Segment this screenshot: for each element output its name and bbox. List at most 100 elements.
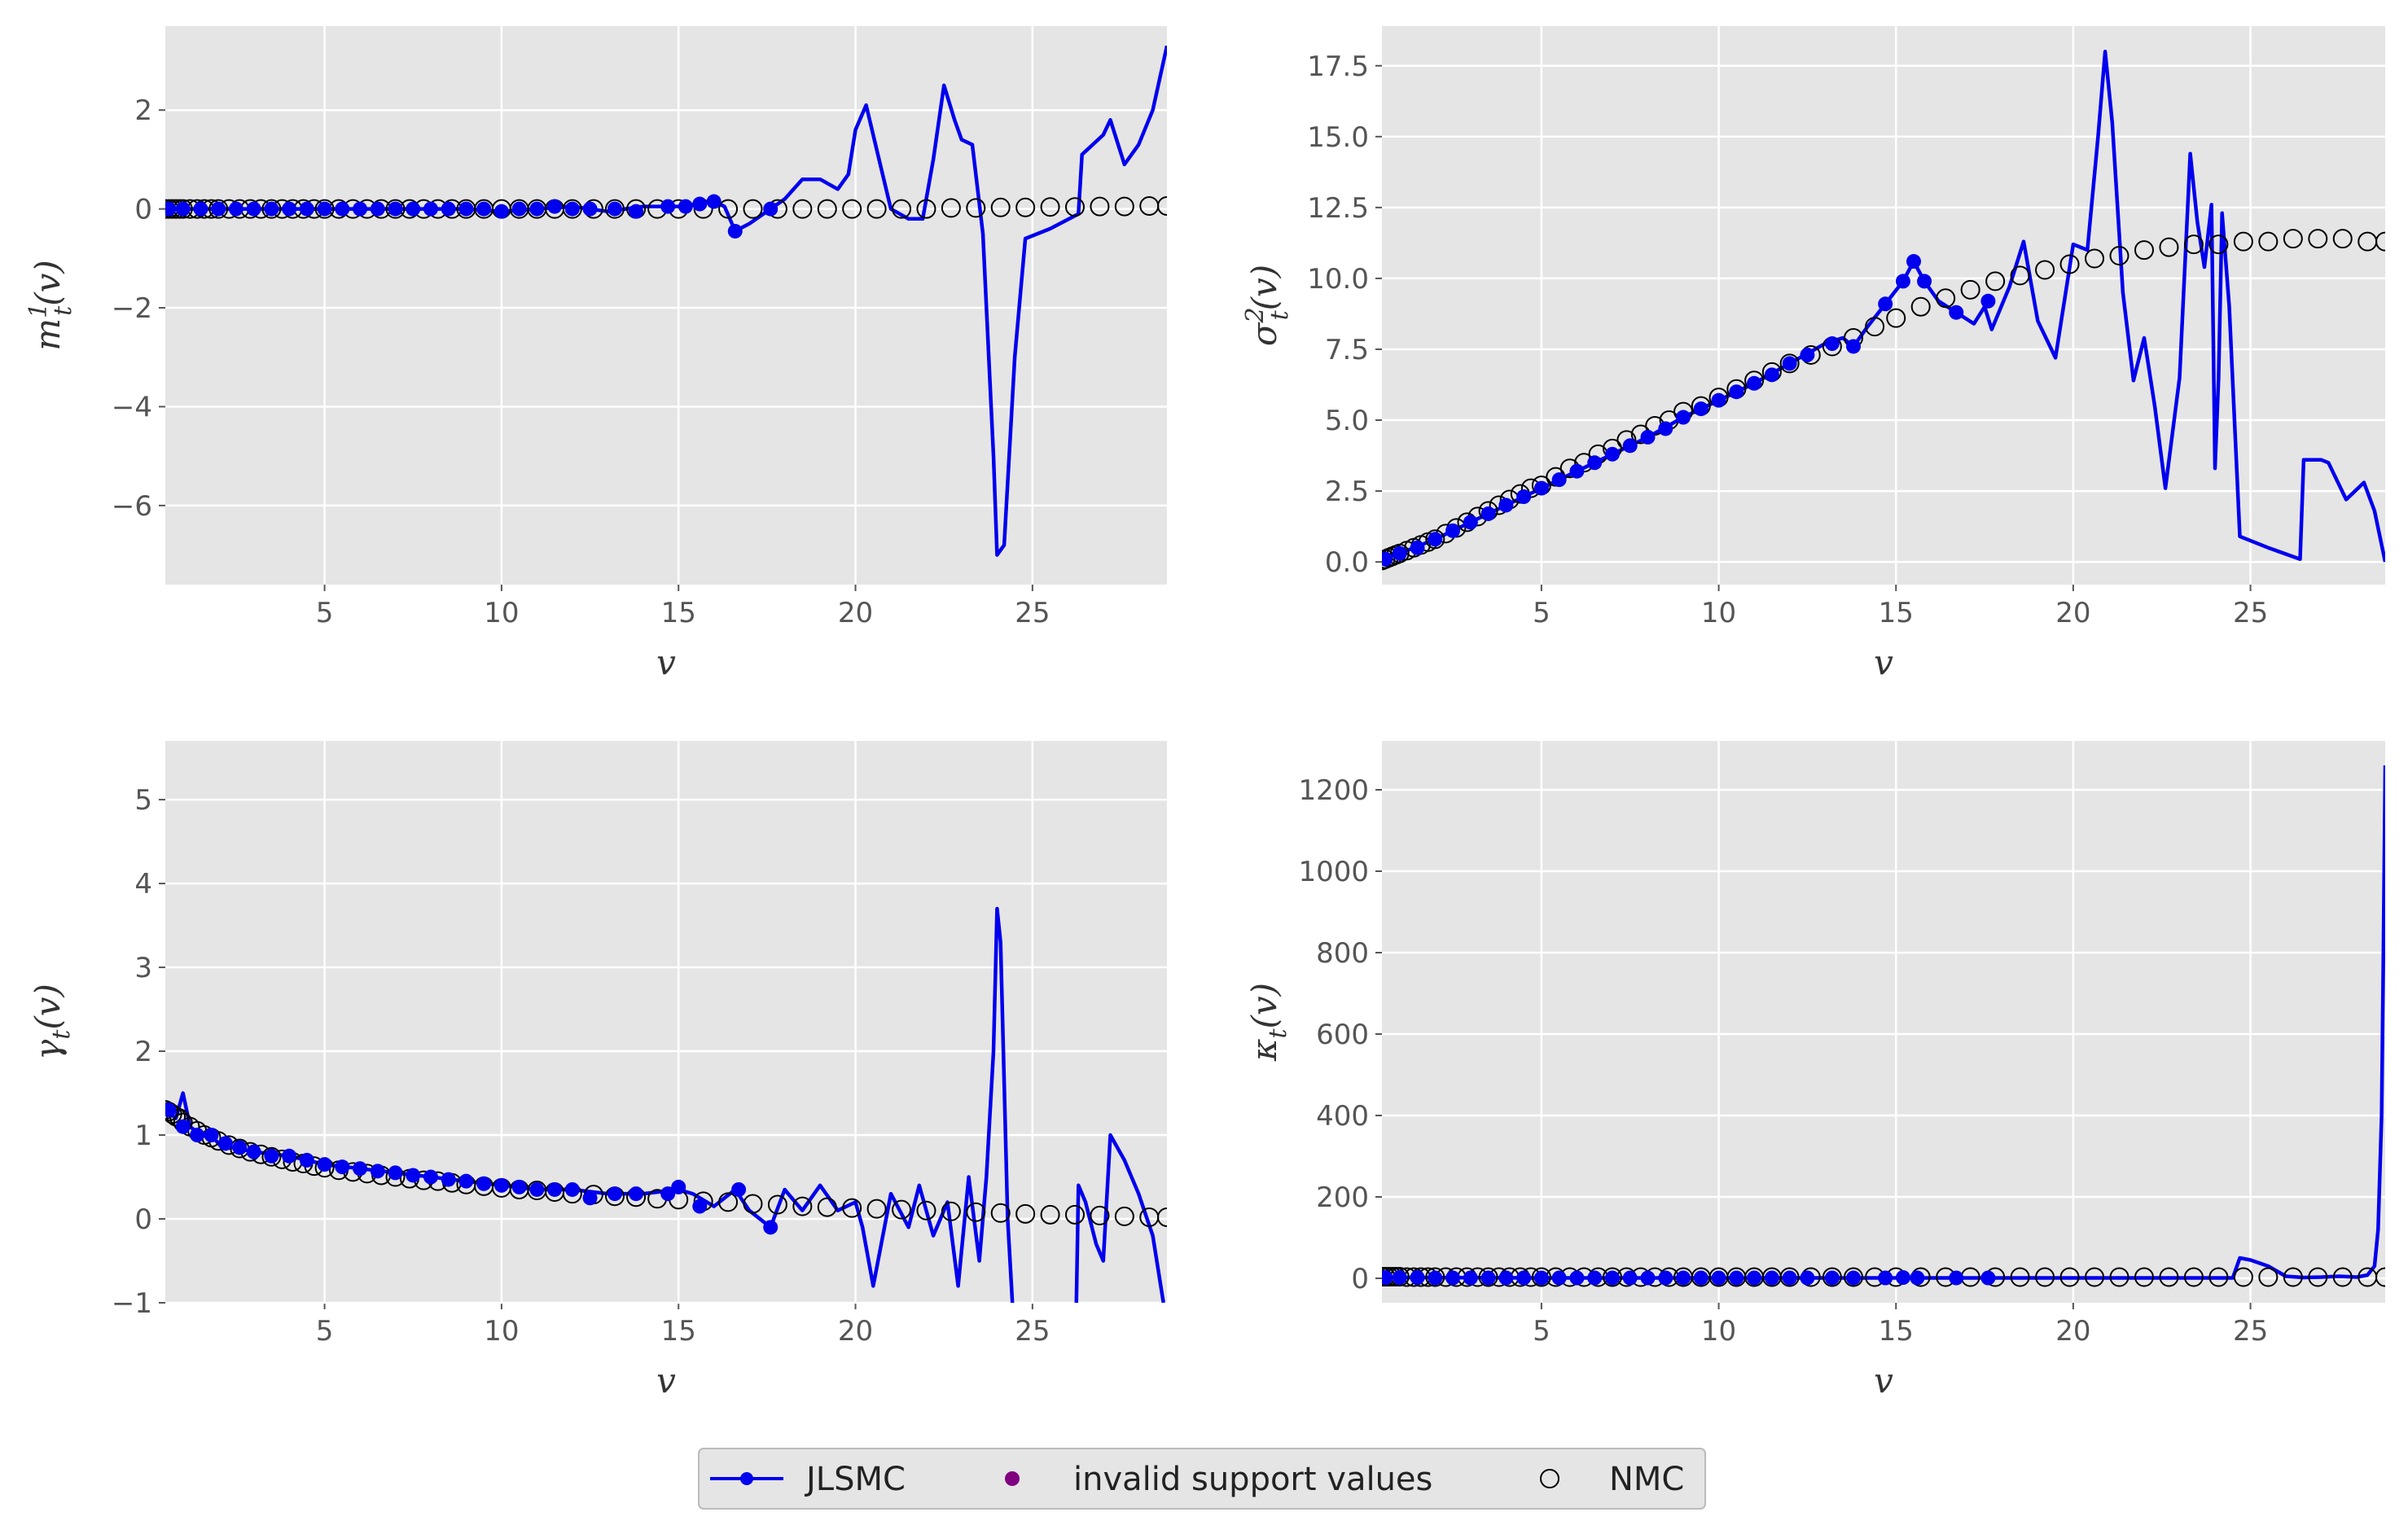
nmc-point — [792, 1196, 813, 1216]
jlsmc-point — [175, 201, 191, 217]
jlsmc-point — [1428, 1270, 1443, 1286]
y-tick-label: −2 — [112, 292, 152, 325]
jlsmc-point — [1676, 1270, 1691, 1286]
jlsmc-point — [660, 1186, 676, 1202]
jlsmc-point — [1729, 1270, 1744, 1286]
jlsmc-point — [1824, 1270, 1840, 1286]
jlsmc-point — [511, 1179, 527, 1194]
jlsmc-point — [763, 1220, 779, 1235]
y-tick-label: 5.0 — [1325, 405, 1369, 437]
nmc-point — [1425, 529, 1445, 550]
nmc-point — [1779, 353, 1800, 374]
x-tick-label: 5 — [1533, 597, 1551, 629]
y-tick-label: 1200 — [1298, 774, 1369, 807]
nmc-point — [1114, 196, 1134, 217]
jlsmc-point — [1782, 356, 1797, 371]
nmc-point — [1865, 317, 1885, 337]
jlsmc-point — [264, 201, 279, 217]
jlsmc-point — [671, 1179, 686, 1194]
jlsmc-point — [423, 1169, 438, 1185]
nmc-point — [718, 1192, 739, 1212]
jlsmc-point — [1516, 489, 1532, 505]
jlsmc-point — [1587, 1270, 1603, 1286]
jlsmc-point — [1910, 1270, 1925, 1286]
nmc-point — [2183, 1267, 2204, 1287]
y-tick-label: 0.0 — [1325, 546, 1369, 579]
x-tick-label: 25 — [1015, 597, 1050, 629]
x-tick-label: 25 — [2233, 597, 2268, 629]
jlsmc-point — [335, 1159, 350, 1175]
jlsmc-point — [547, 1181, 563, 1197]
nmc-point — [1936, 288, 1956, 309]
nmc-point — [2085, 248, 2105, 269]
jlsmc-point — [731, 1181, 747, 1197]
jlsmc-point — [1622, 1270, 1638, 1286]
jlsmc-point — [629, 1186, 644, 1202]
jlsmc-point — [1895, 274, 1910, 289]
jlsmc-point — [1764, 367, 1779, 383]
nmc-point — [1040, 1204, 1060, 1225]
x-tick-label: 10 — [1701, 1315, 1736, 1348]
y-tick-label: 7.5 — [1325, 334, 1369, 366]
y-axis-label: κt(v) — [1244, 983, 1292, 1062]
nmc-point — [261, 199, 282, 219]
nmc-point — [916, 1200, 936, 1221]
jlsmc-point — [1410, 540, 1425, 555]
jlsmc-point — [1622, 438, 1638, 454]
nmc-point — [1425, 1267, 1445, 1287]
jlsmc-point — [317, 1157, 332, 1172]
legend-nmc-marker — [1540, 1469, 1559, 1488]
jlsmc-point — [299, 1152, 314, 1168]
nmc-point — [1064, 1204, 1085, 1225]
nmc-point — [2283, 229, 2303, 249]
jlsmc-point — [1782, 1270, 1797, 1286]
jlsmc-point — [211, 201, 226, 217]
jlsmc-point — [1533, 480, 1549, 496]
nmc-point — [1114, 1206, 1134, 1226]
x-tick-label: 10 — [1701, 597, 1736, 629]
nmc-point — [743, 1194, 763, 1214]
nmc-point — [2109, 1267, 2129, 1287]
legend-label-jlsmc: JLSMC — [804, 1461, 906, 1498]
jlsmc-point — [1551, 1270, 1567, 1286]
nmc-point — [1015, 1203, 1036, 1224]
jlsmc-point — [1949, 1270, 1964, 1286]
x-tick-label: 20 — [2055, 597, 2090, 629]
nmc-point — [314, 199, 335, 219]
nmc-point — [2308, 1267, 2328, 1287]
jlsmc-point — [1729, 384, 1744, 400]
x-tick-label: 15 — [661, 1315, 696, 1348]
jlsmc-point — [193, 201, 208, 217]
x-tick-label: 15 — [1879, 1315, 1914, 1348]
jlsmc-point — [727, 223, 743, 239]
nmc-point — [2258, 1267, 2279, 1287]
jlsmc-point — [246, 201, 261, 217]
jlsmc-point — [1569, 1270, 1585, 1286]
jlsmc-point — [1551, 472, 1567, 488]
nmc-point — [1985, 271, 2006, 291]
jlsmc-point — [607, 1186, 622, 1202]
nmc-point — [842, 1198, 862, 1218]
nmc-point — [767, 1194, 787, 1215]
jlsmc-point — [190, 1128, 205, 1143]
nmc-point — [2233, 1267, 2253, 1287]
legend-label-invalid: invalid support values — [1073, 1461, 1432, 1498]
nmc-point — [2159, 1267, 2179, 1287]
jlsmc-point — [458, 201, 474, 217]
legend: JLSMC invalid support values NMC — [698, 1448, 1706, 1510]
y-tick-label: −4 — [112, 391, 152, 423]
nmc-point — [1157, 195, 1167, 216]
jlsmc-point — [1800, 1270, 1815, 1286]
y-axis-label: m1t(v) — [24, 260, 77, 350]
legend-frame — [698, 1448, 1706, 1510]
x-tick-label: 20 — [2055, 1315, 2090, 1348]
nmc-point — [966, 198, 986, 218]
nmc-point — [1015, 197, 1036, 217]
nmc-point — [2233, 231, 2253, 252]
jlsmc-point — [1428, 532, 1443, 547]
nmc-point — [1886, 308, 1906, 328]
jlsmc-point — [204, 1128, 219, 1143]
jlsmc-point — [692, 1199, 708, 1214]
jlsmc-point — [493, 204, 509, 219]
